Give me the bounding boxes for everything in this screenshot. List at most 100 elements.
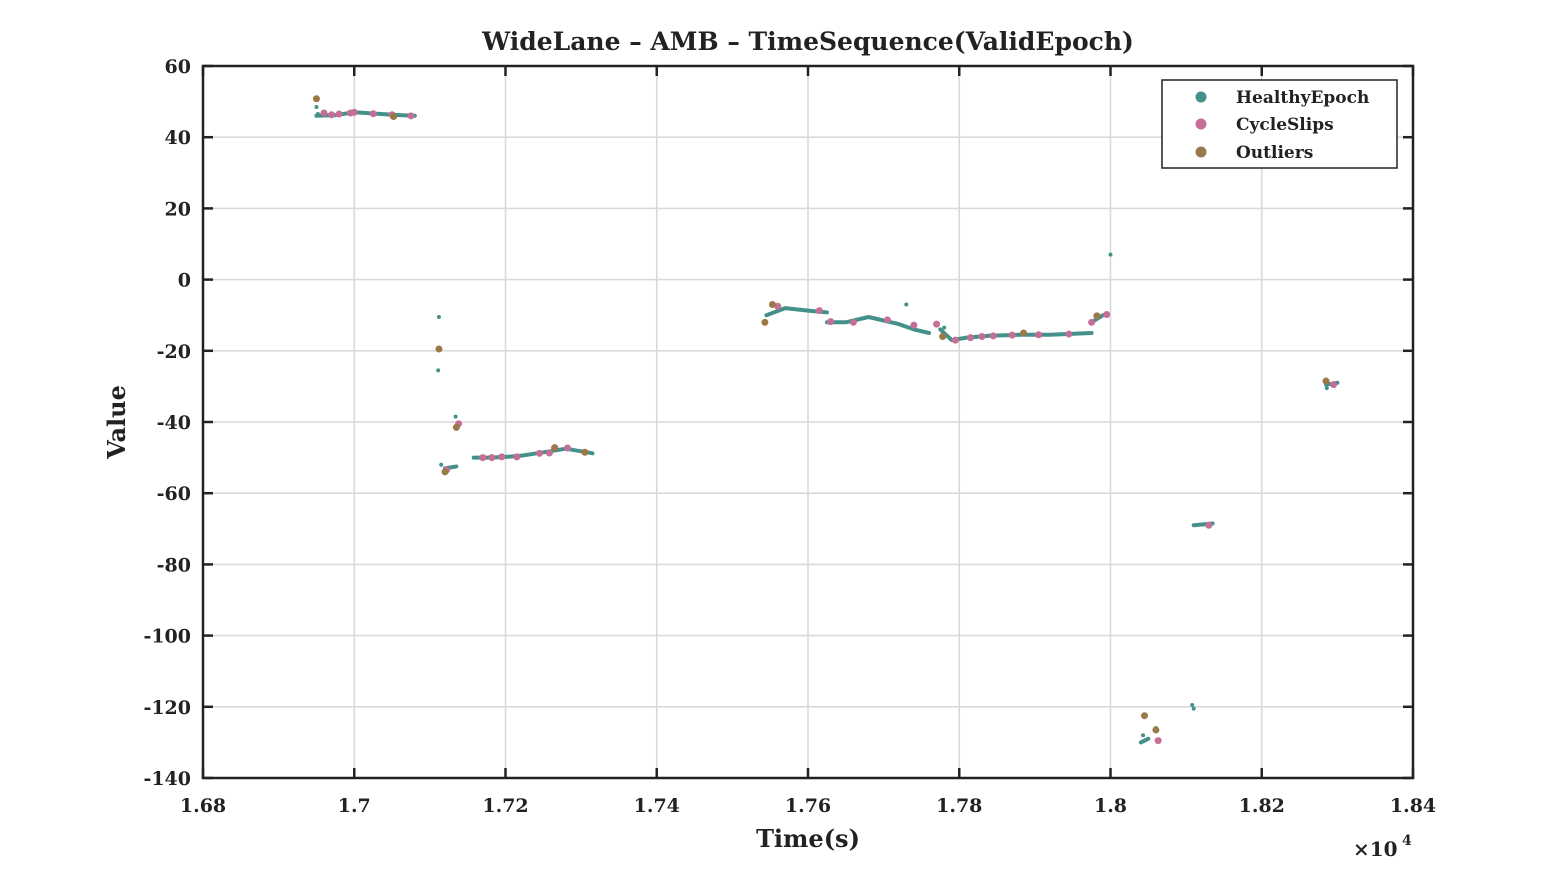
cycle-slip-point bbox=[989, 332, 997, 340]
chart-title: WideLane – AMB – TimeSequence(ValidEpoch… bbox=[481, 27, 1134, 56]
legend-marker-healthy-epoch bbox=[1195, 91, 1207, 103]
healthy-epoch-point bbox=[1191, 706, 1196, 711]
grid-lines bbox=[203, 66, 1413, 778]
legend-label-cycle-slips: CycleSlips bbox=[1236, 115, 1334, 135]
legend-marker-cycle-slips bbox=[1195, 118, 1207, 130]
legend-label-outliers: Outliers bbox=[1236, 143, 1313, 163]
x-tick-label: 1.68 bbox=[180, 795, 226, 817]
y-tick-label: 20 bbox=[165, 198, 191, 220]
healthy-epoch-point bbox=[439, 462, 444, 467]
cycle-slip-point bbox=[369, 110, 377, 118]
cycle-slip-point bbox=[815, 307, 823, 315]
outlier-point bbox=[1152, 726, 1160, 734]
x-tick-label: 1.74 bbox=[634, 795, 680, 817]
x-multiplier-base: ×10 bbox=[1353, 837, 1398, 861]
healthy-epoch-point bbox=[315, 112, 320, 117]
y-tick-labels: 60 40 20 0 -20 -40 -60 -80 -100 -120 -140 bbox=[143, 56, 191, 790]
legend-label-healthy-epoch: HealthyEpoch bbox=[1236, 88, 1369, 108]
healthy-epoch-point bbox=[1190, 703, 1195, 708]
legend: HealthyEpoch CycleSlips Outliers bbox=[1161, 79, 1398, 169]
y-tick-label: 40 bbox=[165, 127, 191, 149]
x-tick-label: 1.8 bbox=[1094, 795, 1127, 817]
healthy-epoch-point bbox=[436, 368, 441, 373]
cycle-slip-point bbox=[849, 318, 857, 326]
y-tick-label: -80 bbox=[157, 554, 191, 576]
outlier-point bbox=[761, 318, 769, 326]
cycle-slip-point bbox=[951, 336, 959, 344]
y-tick-label: -100 bbox=[143, 626, 191, 648]
cycle-slip-point bbox=[1008, 331, 1016, 339]
series-cycle-slips bbox=[320, 108, 1338, 745]
cycle-slip-point bbox=[536, 449, 544, 457]
cycle-slip-point bbox=[1065, 330, 1073, 338]
cycle-slip-point bbox=[1103, 310, 1111, 318]
cycle-slip-point bbox=[513, 453, 521, 461]
healthy-epoch-point bbox=[436, 314, 441, 319]
outlier-point bbox=[1020, 329, 1028, 337]
legend-marker-outliers bbox=[1195, 146, 1207, 158]
cycle-slip-point bbox=[883, 316, 891, 324]
y-tick-label: -20 bbox=[157, 341, 191, 363]
cycle-slip-point bbox=[488, 454, 496, 462]
y-tick-label: -40 bbox=[157, 412, 191, 434]
axis-ticks bbox=[201, 64, 1415, 780]
outlier-point bbox=[581, 448, 589, 456]
x-tick-label: 1.78 bbox=[936, 795, 982, 817]
y-tick-label: 60 bbox=[165, 56, 191, 78]
healthy-epoch-segment bbox=[938, 327, 1094, 343]
cycle-slip-point bbox=[407, 112, 415, 120]
cycle-slip-point bbox=[910, 321, 918, 329]
x-multiplier-exponent: 4 bbox=[1402, 833, 1412, 849]
outlier-point bbox=[452, 423, 460, 431]
cycle-slip-point bbox=[498, 453, 506, 461]
cycle-slip-point bbox=[1035, 331, 1043, 339]
outlier-point bbox=[1322, 377, 1330, 385]
x-tick-label: 1.82 bbox=[1239, 795, 1285, 817]
y-tick-label: -140 bbox=[143, 768, 191, 790]
cycle-slip-point bbox=[978, 333, 986, 341]
outlier-point bbox=[551, 444, 559, 452]
x-tick-label: 1.7 bbox=[338, 795, 371, 817]
cycle-slip-point bbox=[328, 111, 336, 119]
cycle-slip-point bbox=[933, 320, 941, 328]
y-tick-label: 0 bbox=[178, 270, 191, 292]
cycle-slip-point bbox=[564, 444, 572, 452]
healthy-epoch-point bbox=[1108, 252, 1113, 257]
outlier-point bbox=[1141, 712, 1149, 720]
cycle-slip-point bbox=[967, 334, 975, 342]
healthy-epoch-segment bbox=[1138, 736, 1151, 745]
outlier-point bbox=[390, 113, 398, 121]
y-axis-label: Value bbox=[102, 385, 131, 460]
cycle-slip-point bbox=[350, 108, 358, 116]
outlier-point bbox=[768, 301, 776, 309]
healthy-epoch-point bbox=[904, 302, 909, 307]
healthy-epoch-point bbox=[453, 414, 458, 419]
healthy-epoch-segment bbox=[824, 315, 931, 335]
cycle-slip-point bbox=[774, 302, 782, 310]
healthy-epoch-point bbox=[942, 325, 947, 330]
x-axis-multiplier: ×10 4 bbox=[1353, 833, 1412, 861]
cycle-slip-point bbox=[545, 449, 553, 457]
cycle-slip-point bbox=[827, 318, 835, 326]
x-tick-labels: 1.68 1.7 1.72 1.74 1.76 1.78 1.8 1.82 1.84 bbox=[180, 795, 1436, 817]
healthy-epoch-point bbox=[314, 104, 319, 109]
outlier-point bbox=[435, 345, 443, 353]
outlier-point bbox=[441, 468, 449, 476]
x-axis-label: Time(s) bbox=[756, 824, 860, 853]
cycle-slip-point bbox=[479, 454, 487, 462]
cycle-slip-point bbox=[1088, 318, 1096, 326]
outlier-point bbox=[939, 333, 947, 341]
x-tick-label: 1.84 bbox=[1390, 795, 1436, 817]
outlier-point bbox=[312, 95, 320, 103]
outlier-point bbox=[1093, 312, 1101, 320]
x-tick-label: 1.72 bbox=[482, 795, 528, 817]
cycle-slip-point bbox=[320, 109, 328, 117]
cycle-slip-point bbox=[1330, 381, 1338, 389]
healthy-epoch-point bbox=[1324, 386, 1329, 391]
x-tick-label: 1.76 bbox=[785, 795, 831, 817]
cycle-slip-point bbox=[1154, 737, 1162, 745]
cycle-slip-point bbox=[335, 110, 343, 118]
y-tick-label: -120 bbox=[143, 697, 191, 719]
y-tick-label: -60 bbox=[157, 483, 191, 505]
